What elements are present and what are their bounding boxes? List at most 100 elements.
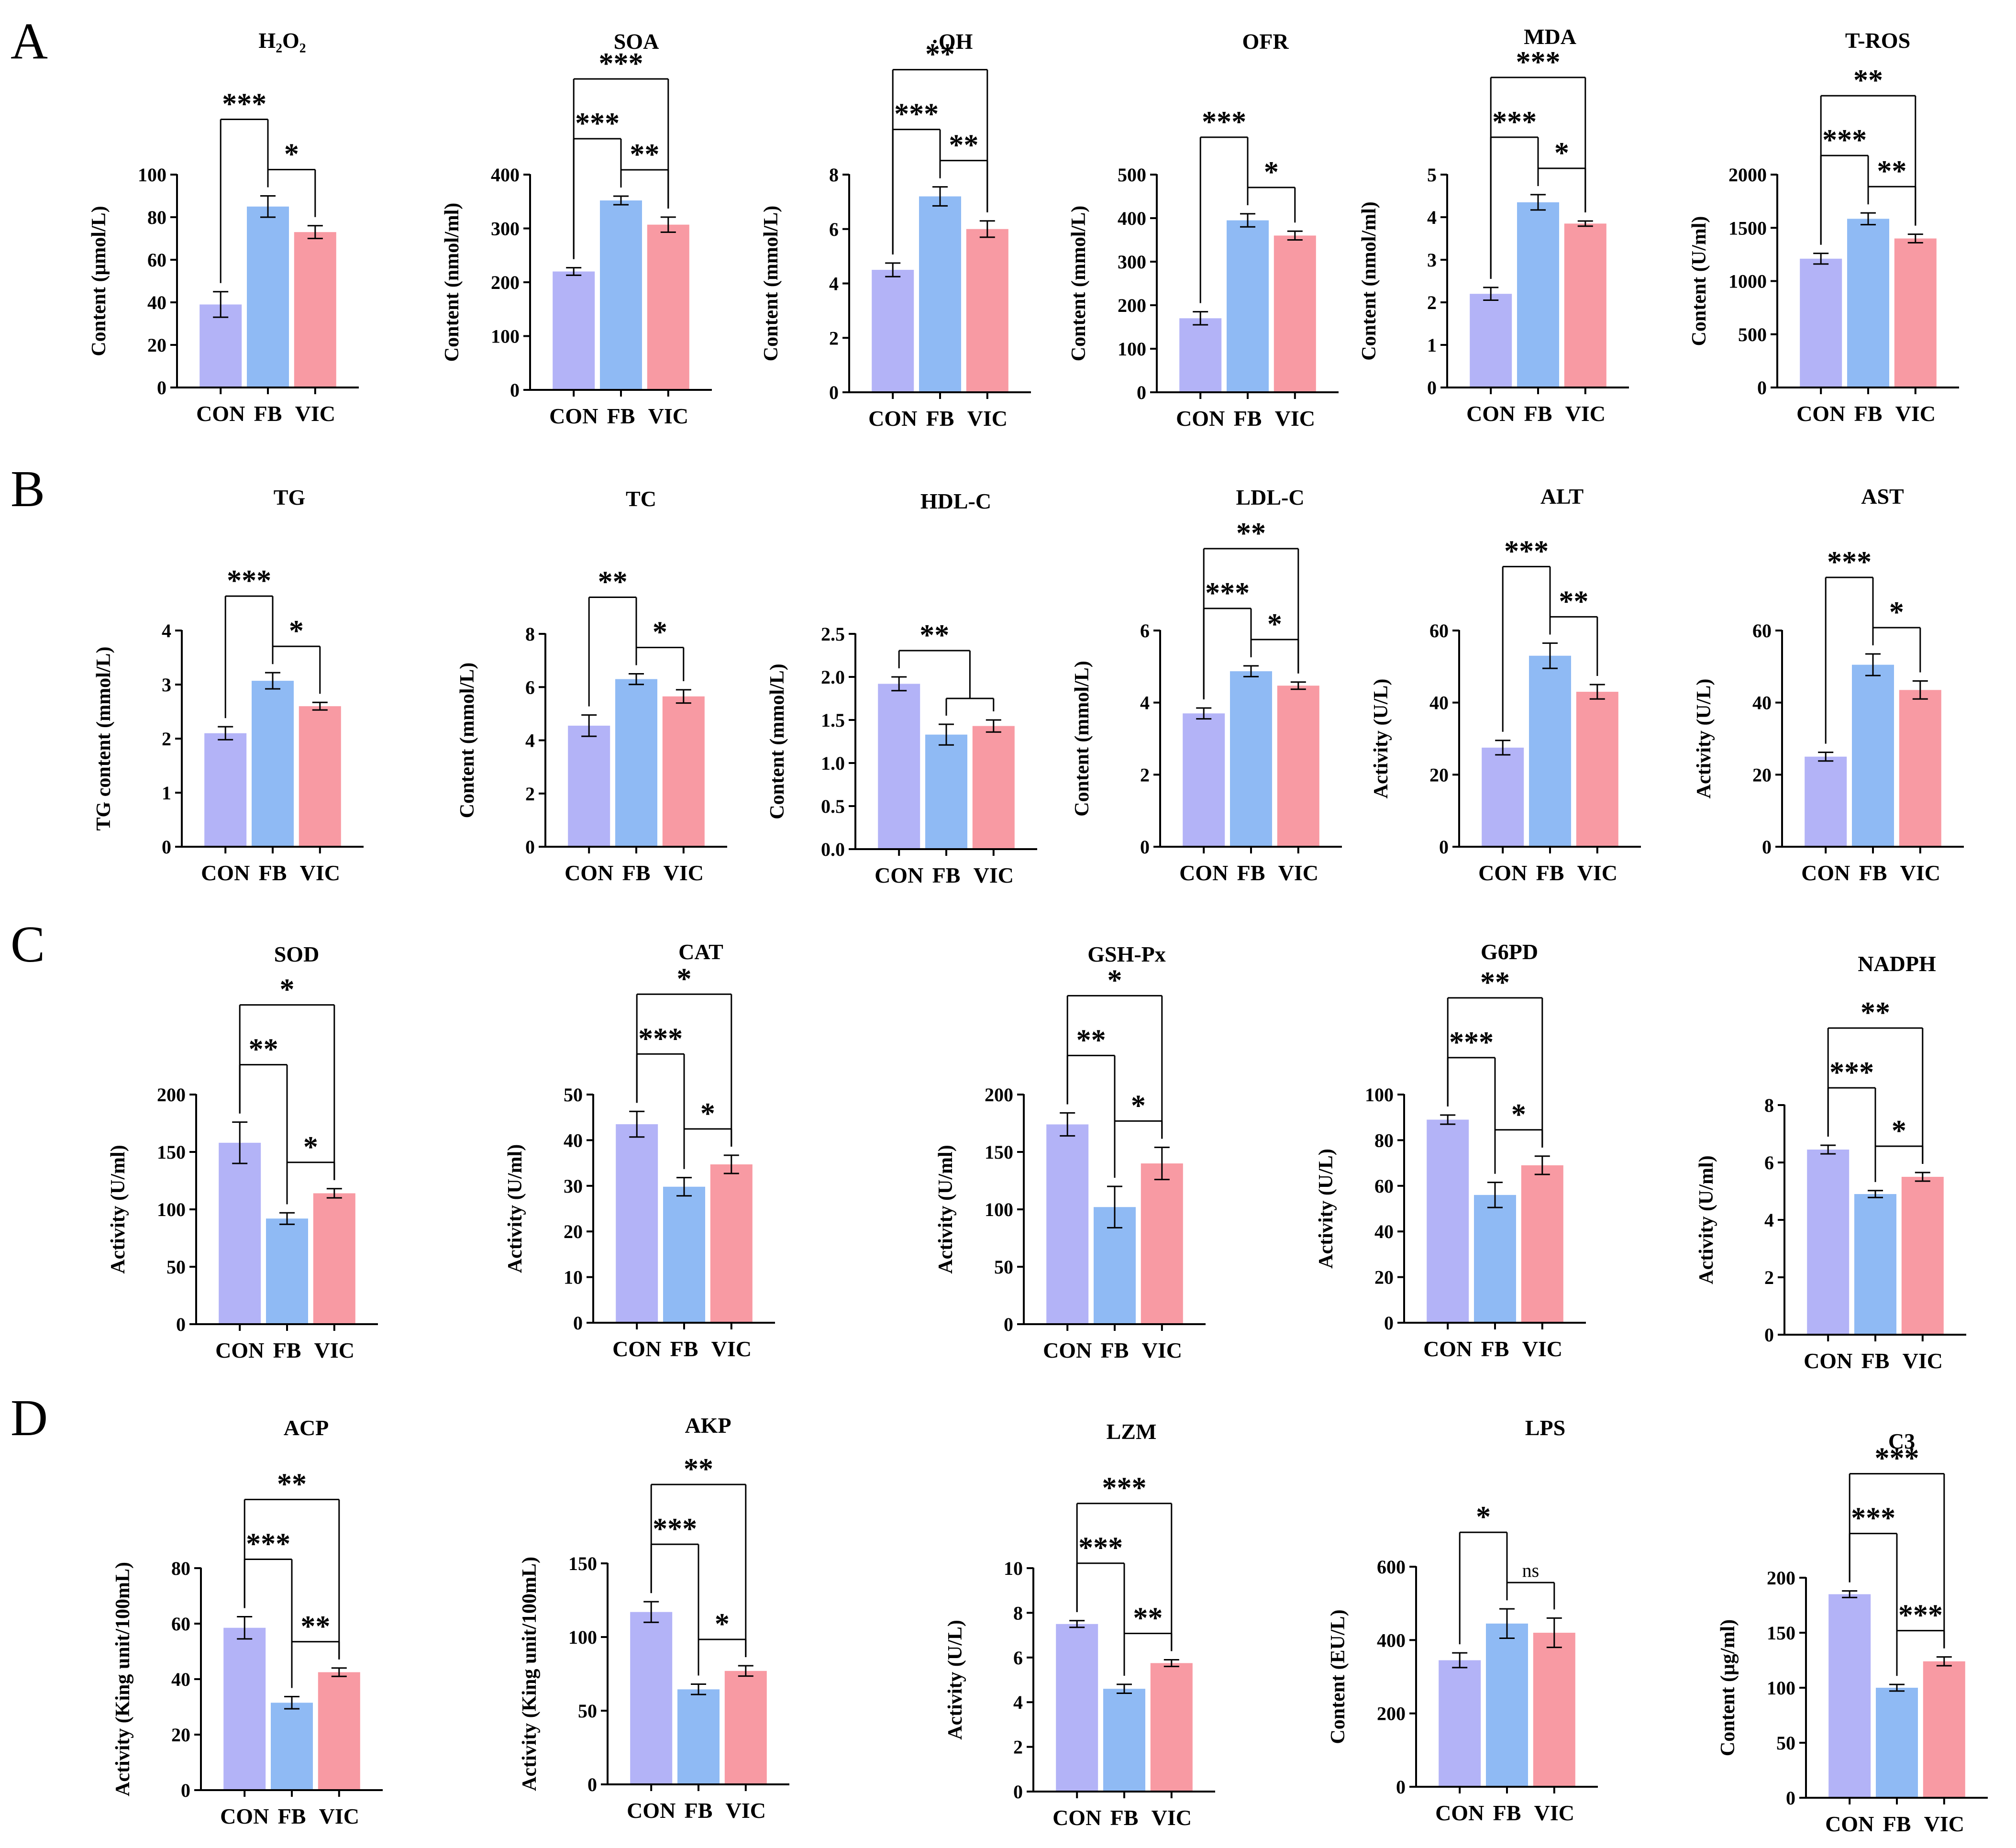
significance-label: ** bbox=[919, 619, 949, 652]
y-tick-label: 6 bbox=[1013, 1647, 1023, 1669]
chart-hdlc: HDL-C 0.0 0.5 1.0 1.5 2.0 2.5 CON FB VIC Content (… bbox=[766, 489, 1037, 887]
bar-vic bbox=[966, 229, 1008, 392]
y-tick-label: 20 bbox=[1752, 764, 1772, 786]
significance-label: *** bbox=[1492, 106, 1537, 138]
x-tick-label-vic: VIC bbox=[1900, 861, 1940, 885]
chart-title: ·OH bbox=[931, 29, 973, 54]
chart-title: AKP bbox=[685, 1413, 731, 1438]
bar-con bbox=[219, 1142, 261, 1324]
bar-vic bbox=[1894, 238, 1937, 387]
x-tick-label-fb: FB bbox=[1234, 406, 1262, 431]
significance-label: *** bbox=[1504, 535, 1549, 567]
x-tick-label-vic: VIC bbox=[314, 1338, 354, 1362]
bar-con bbox=[199, 304, 242, 387]
chart-title: C3 bbox=[1888, 1429, 1915, 1453]
chart-lps: LPS 0 200 400 600 CON FB VIC Content (EU/L) ns * bbox=[1327, 1416, 1598, 1825]
bar-con bbox=[1427, 1119, 1469, 1323]
significance-label: *** bbox=[1449, 1026, 1494, 1059]
chart-title: H₂O₂ bbox=[258, 28, 306, 53]
y-tick-label: 100 bbox=[985, 1199, 1013, 1220]
significance-label: ** bbox=[1559, 585, 1588, 618]
x-tick-label-fb: FB bbox=[1883, 1812, 1911, 1836]
bar-vic bbox=[1899, 690, 1941, 847]
y-axis-label: Content (μmol/L) bbox=[88, 206, 110, 356]
bar-vic bbox=[1521, 1165, 1563, 1323]
chart-title: NADPH bbox=[1858, 952, 1936, 976]
y-tick-label: 0 bbox=[1140, 836, 1150, 858]
bar-vic bbox=[299, 706, 341, 847]
x-tick-label-fb: FB bbox=[1854, 401, 1883, 426]
significance-label: * bbox=[700, 1097, 715, 1130]
bar-fb bbox=[615, 679, 657, 847]
y-tick-label: 20 bbox=[1374, 1267, 1394, 1288]
chart-title: GSH-Px bbox=[1087, 942, 1166, 966]
significance-label: ** bbox=[630, 138, 659, 171]
bar-fb bbox=[252, 681, 294, 847]
x-tick-label-fb: FB bbox=[670, 1337, 698, 1361]
y-tick-label: 4 bbox=[829, 273, 839, 295]
significance-label: * bbox=[303, 1131, 318, 1163]
chart-title: SOD bbox=[274, 942, 320, 966]
bar-con bbox=[1179, 318, 1222, 392]
significance-label: * bbox=[1554, 137, 1569, 169]
y-tick-label: 500 bbox=[1118, 164, 1146, 186]
bar-vic bbox=[313, 1193, 355, 1324]
y-axis-label: Content (EU/L) bbox=[1327, 1609, 1349, 1744]
y-tick-label: 4 bbox=[525, 730, 535, 752]
y-tick-label: 1000 bbox=[1728, 271, 1767, 292]
significance-label: *** bbox=[653, 1513, 697, 1545]
y-tick-label: 200 bbox=[985, 1084, 1013, 1106]
y-axis-label: Content (U/ml) bbox=[1688, 216, 1710, 346]
bar-vic bbox=[318, 1672, 360, 1790]
y-tick-label: 400 bbox=[491, 164, 520, 186]
bar-con bbox=[553, 271, 595, 390]
y-tick-label: 300 bbox=[491, 218, 520, 240]
significance-label: * bbox=[715, 1608, 730, 1640]
y-tick-label: 0 bbox=[1439, 836, 1449, 858]
y-tick-label: 80 bbox=[171, 1558, 190, 1579]
y-tick-label: 1.5 bbox=[821, 709, 845, 731]
y-tick-label: 40 bbox=[1429, 692, 1449, 714]
bar-fb bbox=[1847, 219, 1889, 387]
y-tick-label: 200 bbox=[491, 272, 520, 293]
bar-vic bbox=[1141, 1163, 1183, 1324]
y-tick-label: 2 bbox=[525, 783, 535, 805]
bar-fb bbox=[1103, 1689, 1145, 1792]
y-tick-label: 200 bbox=[157, 1084, 186, 1106]
x-tick-label-vic: VIC bbox=[1275, 406, 1315, 431]
y-tick-label: 50 bbox=[578, 1700, 597, 1722]
y-tick-label: 150 bbox=[1767, 1622, 1795, 1644]
significance-label: *** bbox=[638, 1022, 683, 1055]
x-tick-label-vic: VIC bbox=[967, 406, 1008, 431]
y-tick-label: 200 bbox=[1377, 1703, 1406, 1725]
x-tick-label-fb: FB bbox=[926, 406, 954, 431]
y-tick-label: 60 bbox=[1429, 620, 1449, 642]
significance-label: * bbox=[1108, 964, 1122, 996]
bar-vic bbox=[972, 726, 1015, 849]
y-tick-label: 0.5 bbox=[821, 796, 845, 817]
chart-title: TC bbox=[626, 487, 656, 511]
significance-label: *** bbox=[222, 88, 266, 121]
panel-label-a: A bbox=[11, 13, 48, 70]
y-tick-label: 500 bbox=[1738, 324, 1767, 345]
significance-label: ** bbox=[1076, 1024, 1106, 1056]
y-tick-label: 1 bbox=[162, 782, 171, 804]
y-axis-label: TG content (mmol/L) bbox=[93, 647, 115, 831]
x-tick-label-con: CON bbox=[1478, 861, 1527, 885]
panel-label-d: D bbox=[11, 1390, 48, 1447]
y-tick-label: 0 bbox=[573, 1312, 583, 1334]
panel-label-c: C bbox=[11, 916, 45, 973]
bar-fb bbox=[266, 1218, 308, 1324]
bar-fb bbox=[1517, 202, 1559, 387]
significance-label: *** bbox=[1202, 106, 1246, 138]
bar-con bbox=[630, 1612, 673, 1784]
chart-title: ALT bbox=[1540, 484, 1584, 509]
x-tick-label-fb: FB bbox=[685, 1798, 713, 1823]
y-tick-label: 50 bbox=[1776, 1732, 1795, 1754]
y-tick-label: 40 bbox=[564, 1129, 583, 1151]
y-axis-label: Content (mmol/L) bbox=[1068, 206, 1090, 361]
